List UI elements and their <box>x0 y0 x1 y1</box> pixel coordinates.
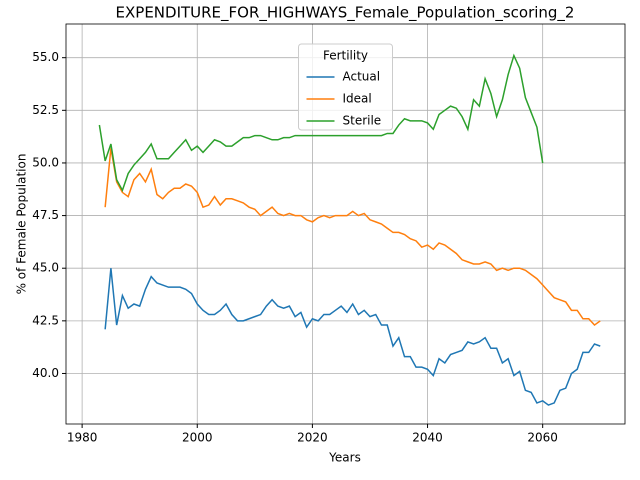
y-tick-label: 40.0 <box>32 366 59 380</box>
x-tick-label: 2000 <box>182 431 213 445</box>
y-tick-label: 45.0 <box>32 261 59 275</box>
plot-frame <box>65 23 626 425</box>
x-axis-label: Years <box>328 451 361 465</box>
x-tick-label: 1980 <box>67 431 98 445</box>
legend-title: Fertility <box>323 49 368 63</box>
legend-box <box>298 43 393 131</box>
x-tick-label: 2060 <box>527 431 558 445</box>
chart-title: EXPENDITURE_FOR_HIGHWAYS_Female_Populati… <box>116 4 575 23</box>
y-tick-label: 42.5 <box>32 313 59 327</box>
legend-label: Sterile <box>343 114 382 128</box>
line-series <box>104 268 601 406</box>
x-tick-label: 2040 <box>412 431 443 445</box>
legend-label: Actual <box>343 70 381 84</box>
y-tick-label: 50.0 <box>32 155 59 169</box>
y-axis-label: % of Female Population <box>15 154 29 295</box>
y-tick-label: 52.5 <box>32 103 59 117</box>
line-series <box>98 53 544 193</box>
x-tick-label: 2020 <box>297 431 328 445</box>
line-series <box>104 148 601 327</box>
y-tick-label: 47.5 <box>32 208 59 222</box>
y-tick-label: 55.0 <box>32 50 59 64</box>
legend-label: Ideal <box>343 92 372 106</box>
